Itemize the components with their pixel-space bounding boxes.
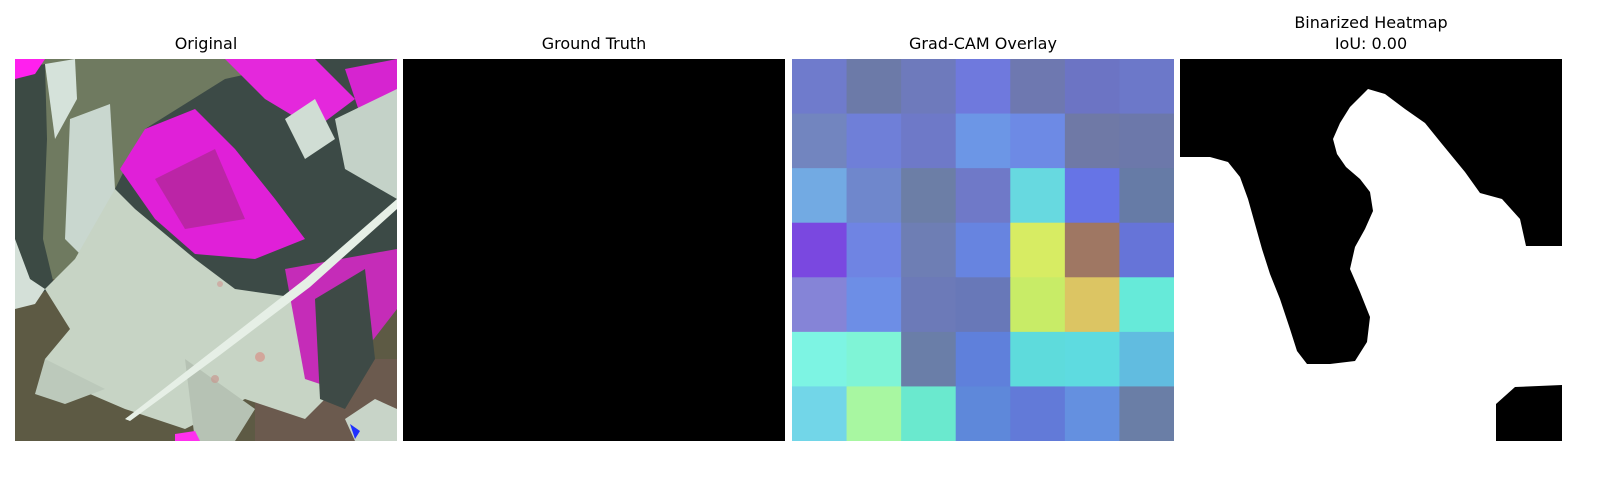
panel-title: Ground Truth: [541, 34, 647, 53]
heatmap-cell: [901, 331, 957, 388]
heatmap-cell: [846, 168, 902, 224]
heatmap-cell: [955, 59, 1011, 115]
heatmap-cell: [901, 59, 957, 115]
heatmap-cell: [901, 113, 957, 169]
heatmap-cell: [1064, 168, 1121, 224]
heatmap-cell: [1010, 277, 1066, 333]
heatmap-cell: [1010, 59, 1066, 115]
heatmap-cell: [1119, 222, 1174, 278]
heatmap-cell: [955, 113, 1011, 169]
panel-title: Original: [174, 34, 238, 53]
panel-original: Original: [15, 0, 397, 450]
heatmap-cell: [955, 222, 1011, 278]
heatmap-cell: [1010, 386, 1066, 441]
panel-binarized: Binarized Heatmap IoU: 0.00: [1180, 0, 1562, 450]
heatmap-cell: [792, 168, 848, 224]
gradcam-heatmap: [792, 59, 1174, 441]
heatmap-cell: [955, 331, 1011, 388]
panel-gradcam: Grad-CAM Overlay: [792, 0, 1174, 450]
heatmap-cell: [901, 386, 957, 441]
heatmap-cell: [1064, 331, 1121, 388]
heatmap-cell: [846, 277, 902, 333]
heatmap-cell: [1010, 222, 1066, 278]
panel-title: Grad-CAM Overlay: [909, 34, 1057, 53]
heatmap-cell: [846, 59, 902, 115]
heatmap-cell: [955, 386, 1011, 441]
heatmap-cell: [1119, 386, 1174, 441]
heatmap-cell: [1119, 59, 1174, 115]
panel-ground-truth: Ground Truth: [403, 0, 785, 450]
heatmap-cell: [901, 222, 957, 278]
heatmap-cell: [955, 168, 1011, 224]
heatmap-cell: [901, 168, 957, 224]
heatmap-cell: [1064, 277, 1121, 333]
binarized-mask: [1180, 59, 1562, 441]
heatmap-cell: [846, 331, 902, 388]
heatmap-cell: [792, 386, 848, 441]
heatmap-cell: [955, 277, 1011, 333]
heatmap-cell: [1010, 168, 1066, 224]
heatmap-cell: [1064, 113, 1121, 169]
heatmap-cell: [1064, 222, 1121, 278]
iou-label: IoU: 0.00: [1334, 34, 1408, 53]
heatmap-cell: [792, 277, 848, 333]
heatmap-cell: [901, 277, 957, 333]
heatmap-cell: [1119, 113, 1174, 169]
heatmap-cell: [792, 222, 848, 278]
heatmap-cell: [1010, 113, 1066, 169]
heatmap-cell: [792, 331, 848, 388]
heatmap-cell: [792, 59, 848, 115]
heatmap-cell: [1064, 386, 1121, 441]
heatmap-cell: [846, 222, 902, 278]
heatmap-cell: [1119, 331, 1174, 388]
heatmap-cell: [846, 113, 902, 169]
heatmap-cell: [1064, 59, 1121, 115]
heatmap-cell: [1119, 277, 1174, 333]
heatmap-cell: [1119, 168, 1174, 224]
ground-truth-mask: [403, 59, 785, 441]
heatmap-cell: [1010, 331, 1066, 388]
original-image: [15, 59, 397, 441]
heatmap-cell: [846, 386, 902, 441]
panel-title: Binarized Heatmap: [1294, 13, 1448, 32]
heatmap-cell: [792, 113, 848, 169]
